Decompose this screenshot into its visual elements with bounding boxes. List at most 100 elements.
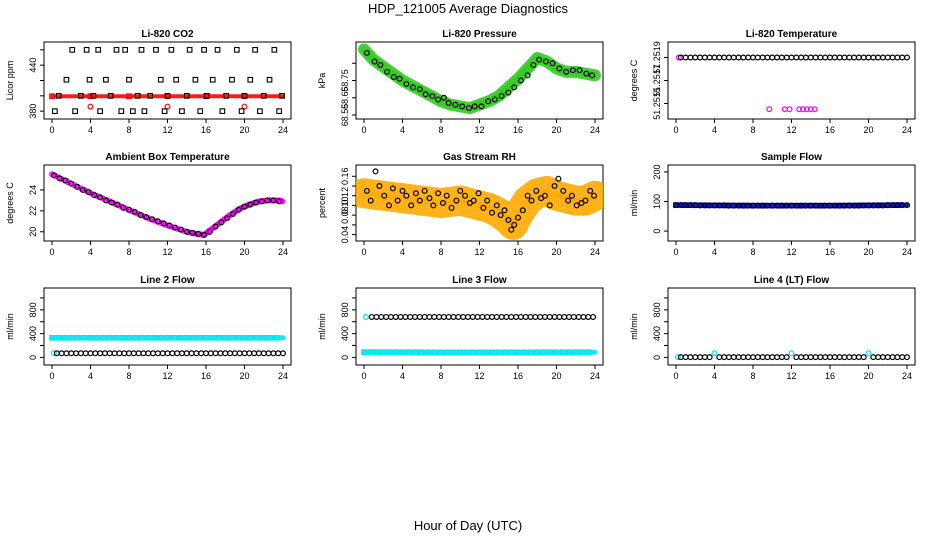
band-marker [495, 93, 502, 99]
data-point [143, 214, 150, 221]
x-tick-label: 8 [750, 247, 755, 257]
data-point [568, 192, 575, 199]
data-point [78, 92, 84, 99]
data-point [513, 313, 520, 320]
data-point [275, 350, 282, 357]
data-point [822, 354, 829, 361]
data-point [154, 218, 161, 225]
data-point [141, 108, 148, 115]
x-tick-label: 8 [438, 371, 443, 381]
data-point [252, 46, 258, 53]
data-point [147, 92, 154, 99]
x-tick-label: 24 [902, 371, 912, 381]
chart-panel-3: Li-820 Temperature degrees C 0 4 8 12 16 20 24 51… [629, 29, 916, 135]
chart-panel-4: Ambient Box Temperature degrees C 0 4 8 12 16 2… [5, 152, 292, 257]
x-tick-label: 12 [786, 371, 796, 381]
data-point [164, 92, 171, 99]
data-point [556, 313, 563, 320]
y-tick-label: 68.65 [340, 86, 350, 109]
data-point [198, 350, 205, 357]
data-point [781, 106, 788, 113]
data-point [384, 68, 391, 75]
x-tick-label: 4 [400, 247, 405, 257]
y-tick-label: 22 [28, 206, 38, 216]
data-point [140, 350, 147, 357]
data-point [817, 354, 824, 361]
series-layer [358, 43, 601, 115]
data-point [118, 108, 125, 115]
band-marker [209, 334, 216, 341]
data-point [69, 46, 76, 53]
data-point [227, 350, 234, 357]
y-tick-label: 51.2519 [652, 41, 662, 74]
data-point [260, 92, 267, 99]
data-point [150, 350, 157, 357]
data-point [173, 76, 180, 83]
data-point [251, 350, 258, 357]
data-point [87, 350, 94, 357]
band-marker [68, 334, 75, 341]
data-point [431, 313, 438, 320]
x-tick-label: 16 [825, 125, 835, 135]
chart-panel-7: Line 2 Flow ml/min 0 4 8 12 16 20 24 0 400 800 [5, 275, 292, 381]
data-point [470, 197, 477, 204]
x-tick-label: 4 [88, 125, 93, 135]
x-tick-label: 4 [400, 125, 405, 135]
y-tick-label: 400 [340, 326, 350, 341]
series-1 [674, 350, 872, 361]
y-tick-label: 0.16 [340, 168, 350, 186]
data-point [97, 108, 103, 115]
band-marker [393, 349, 399, 356]
band-marker [151, 334, 158, 341]
data-point [865, 350, 872, 357]
data-point [416, 197, 423, 204]
band-marker [545, 188, 552, 195]
x-tick-label: 4 [88, 247, 93, 257]
data-point [532, 313, 539, 320]
x-tick-label: 24 [278, 247, 288, 257]
data-point [587, 187, 594, 194]
data-point [555, 175, 562, 182]
x-tick-label: 12 [474, 371, 484, 381]
data-point [153, 46, 159, 53]
data-point [716, 54, 723, 61]
band-marker [544, 188, 550, 194]
data-point [583, 70, 590, 77]
data-point [812, 54, 819, 61]
x-tick-label: 8 [750, 125, 755, 135]
data-point [764, 54, 771, 61]
band-marker [119, 334, 126, 341]
data-point [493, 313, 500, 320]
data-point [489, 209, 496, 216]
data-point [179, 108, 185, 115]
data-point [798, 354, 805, 361]
band-marker [87, 93, 94, 100]
data-point [778, 54, 785, 61]
band-marker [177, 334, 184, 341]
data-point [83, 46, 90, 53]
x-tick-label: 24 [278, 125, 288, 135]
data-point [399, 187, 406, 194]
data-point [157, 76, 164, 83]
band-marker [438, 349, 444, 356]
data-point [894, 54, 901, 61]
data-point [870, 54, 877, 61]
data-point [735, 354, 742, 361]
band-marker [158, 334, 164, 341]
data-point [389, 185, 396, 192]
data-point [836, 54, 843, 61]
data-point [97, 194, 104, 201]
data-point [800, 106, 807, 113]
band-marker [425, 349, 432, 356]
band-marker [463, 349, 470, 356]
band-marker [512, 217, 519, 223]
y-tick-label: 0.10 [340, 197, 350, 215]
data-point [372, 168, 379, 175]
band-marker [553, 349, 560, 356]
data-point [459, 103, 466, 110]
band-marker [547, 189, 553, 196]
data-point [560, 187, 567, 194]
data-point [177, 226, 184, 233]
data-point [103, 76, 109, 83]
x-tick-label: 20 [551, 125, 561, 135]
